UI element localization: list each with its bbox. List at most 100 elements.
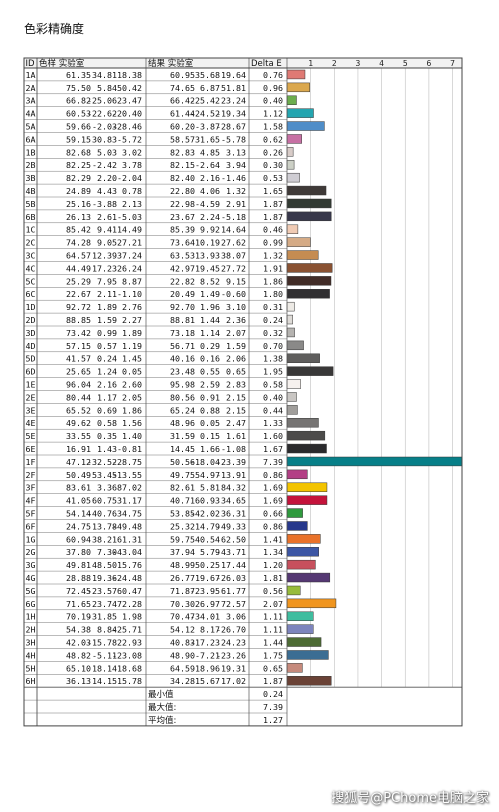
delta-e-value: 1.81: [263, 573, 283, 583]
ref-value: 49.62: [66, 418, 91, 428]
ref-value: 28.88: [66, 573, 91, 583]
ref-value: 1.59: [97, 315, 117, 325]
ref-value: 96.04: [66, 380, 91, 390]
ref-value: 26.24: [117, 263, 142, 273]
result-value: 4.06: [200, 186, 220, 196]
delta-e-bar-3D: [286, 327, 295, 338]
result-value: 2.15: [226, 392, 246, 402]
result-value: 50.56: [170, 457, 195, 467]
result-value: -3.87: [195, 122, 220, 132]
row-id: 4F: [26, 496, 36, 506]
result-value: 14.45: [170, 444, 195, 454]
row-id: 5H: [26, 663, 36, 673]
row-id: 4D: [26, 341, 36, 351]
ref-value: -5.11: [92, 650, 117, 660]
ref-value: 54.14: [66, 509, 91, 519]
result-value: 31.59: [170, 431, 195, 441]
result-value: -5.78: [221, 134, 246, 144]
row-id: 1G: [26, 534, 36, 544]
ref-value: 1.98: [122, 612, 142, 622]
result-value: 60.20: [170, 122, 195, 132]
result-value: 26.97: [195, 599, 220, 609]
ref-value: 18.38: [117, 70, 142, 80]
ref-value: -49.48: [112, 521, 142, 531]
header-background: [24, 58, 462, 68]
delta-e-value: 0.99: [263, 238, 283, 248]
result-value: 27.62: [221, 238, 246, 248]
delta-e-value: 1.58: [263, 122, 283, 132]
ref-value: 23.47: [117, 96, 142, 106]
result-value: 4.85: [200, 147, 220, 157]
result-value: 2.83: [226, 380, 246, 390]
delta-e-bar-1G: [286, 534, 321, 544]
ref-value: 9.41: [97, 225, 117, 235]
ref-value: 19.36: [92, 573, 117, 583]
delta-e-value: 7.39: [263, 457, 283, 467]
delta-e-bar-6G: [286, 598, 337, 609]
ref-value: 61.31: [117, 534, 142, 544]
delta-e-bar-6F: [286, 521, 308, 531]
ref-value: 64.57: [66, 251, 91, 261]
result-value: -23.95: [190, 586, 220, 596]
row-id: 4E: [26, 418, 36, 428]
row-id: 4C: [26, 263, 36, 273]
row-id: 1C: [26, 225, 36, 235]
ref-value: 92.72: [66, 302, 91, 312]
ref-value: 3.36: [97, 483, 117, 493]
result-value: -17.23: [190, 638, 220, 648]
delta-e-bar-4A: [286, 108, 314, 118]
row-id: 4B: [26, 186, 36, 196]
ref-value: 87.02: [117, 483, 142, 493]
result-value: 1.66: [200, 444, 220, 454]
delta-e-bar-4G: [286, 572, 331, 583]
delta-e-value: 0.76: [263, 70, 283, 80]
result-value: -25.42: [190, 96, 220, 106]
ref-value: -28.46: [112, 122, 142, 132]
result-value: 85.39: [170, 225, 195, 235]
ref-value: 1.56: [122, 418, 142, 428]
ref-value: 27.21: [117, 238, 142, 248]
row-id: 1E: [26, 380, 36, 390]
delta-e-value: 0.86: [263, 470, 283, 480]
summary-label: 平均值:: [148, 715, 176, 726]
result-value: -34.01: [190, 612, 220, 622]
result-value: 23.48: [170, 367, 195, 377]
ref-value: 8.87: [122, 276, 142, 286]
ref-value: 49.81: [66, 560, 91, 570]
ref-value: 14.49: [117, 225, 142, 235]
result-value: 0.29: [200, 341, 220, 351]
result-value: 84.32: [221, 483, 246, 493]
result-value: -2.64: [195, 160, 220, 170]
delta-e-bar-3H: [286, 637, 322, 647]
result-value: 40.54: [195, 534, 220, 544]
delta-e-value: 1.12: [263, 109, 283, 119]
result-value: 58.57: [170, 134, 195, 144]
row-id: 6G: [26, 599, 36, 609]
result-value: 34.28: [170, 676, 195, 686]
delta-e-bar-6H: [286, 676, 332, 686]
delta-e-value: 1.87: [263, 212, 283, 222]
result-value: 10.19: [195, 238, 220, 248]
delta-e-bar-5D: [286, 353, 320, 363]
result-value: 3.94: [226, 160, 246, 170]
result-value: 6.87: [200, 83, 220, 93]
ref-value: 24.75: [66, 521, 91, 531]
ref-value: -20.40: [112, 109, 142, 119]
row-id: 6E: [26, 444, 36, 454]
ref-value: 85.42: [66, 225, 91, 235]
result-value: 80.56: [170, 392, 195, 402]
ref-value: 12.39: [92, 251, 117, 261]
axis-tick-label: 5: [403, 59, 408, 68]
axis-tick-label: 1: [308, 59, 313, 68]
ref-value: 2.76: [122, 302, 142, 312]
header-result: 结果 实验室: [148, 58, 194, 69]
delta-e-value: 1.86: [263, 276, 283, 286]
result-value: 73.18: [170, 328, 195, 338]
result-value: 54.97: [195, 470, 220, 480]
delta-e-bar-6D: [286, 366, 334, 376]
ref-value: 70.19: [66, 612, 91, 622]
delta-e-bar-3C: [286, 250, 319, 260]
ref-value: 15.78: [117, 676, 142, 686]
delta-e-value: 0.30: [263, 160, 283, 170]
ref-value: 2.11: [97, 289, 117, 299]
